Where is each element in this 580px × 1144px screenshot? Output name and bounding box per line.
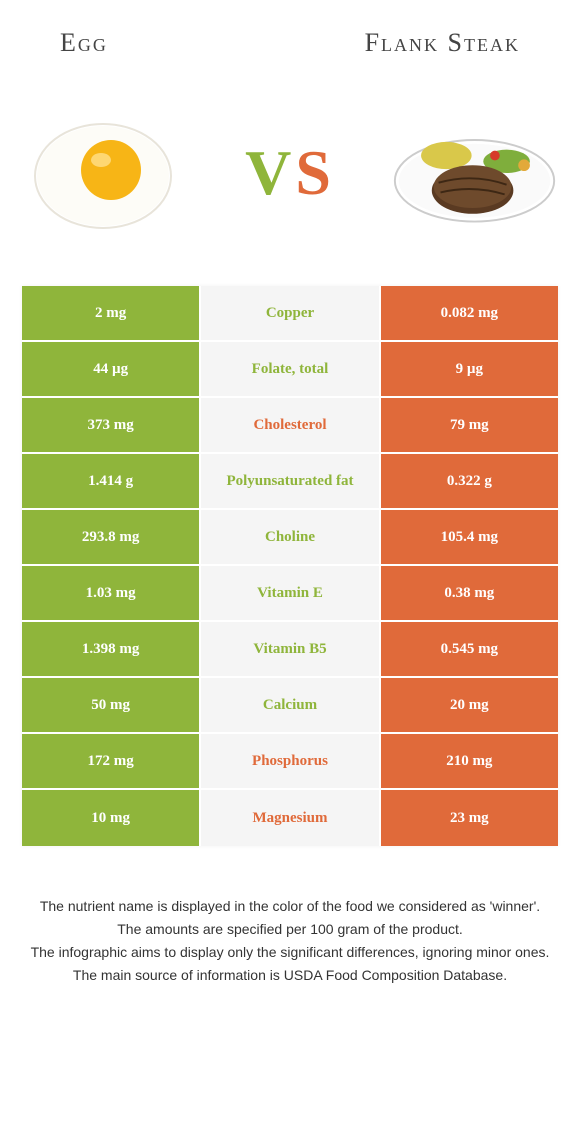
steak-icon <box>390 113 560 233</box>
vs-label: V S <box>245 136 335 210</box>
egg-image <box>20 108 190 238</box>
footnote-line: The nutrient name is displayed in the co… <box>30 896 550 917</box>
left-value: 1.398 mg <box>22 622 201 676</box>
table-row: 1.03 mgVitamin E0.38 mg <box>22 566 558 622</box>
vs-v-letter: V <box>245 136 295 210</box>
right-value: 0.545 mg <box>381 622 558 676</box>
nutrient-name: Vitamin E <box>201 566 380 620</box>
right-value: 20 mg <box>381 678 558 732</box>
images-row: V S <box>0 68 580 268</box>
right-value: 210 mg <box>381 734 558 788</box>
table-row: 50 mgCalcium20 mg <box>22 678 558 734</box>
right-value: 0.082 mg <box>381 286 558 340</box>
footnotes: The nutrient name is displayed in the co… <box>0 846 580 986</box>
left-value: 44 µg <box>22 342 201 396</box>
table-row: 1.414 gPolyunsaturated fat0.322 g <box>22 454 558 510</box>
right-value: 0.38 mg <box>381 566 558 620</box>
table-row: 2 mgCopper0.082 mg <box>22 286 558 342</box>
nutrient-name: Copper <box>201 286 380 340</box>
footnote-line: The main source of information is USDA F… <box>30 965 550 986</box>
right-food-title: Flank Steak <box>365 28 520 58</box>
table-row: 1.398 mgVitamin B50.545 mg <box>22 622 558 678</box>
left-value: 293.8 mg <box>22 510 201 564</box>
nutrient-name: Polyunsaturated fat <box>201 454 380 508</box>
left-value: 2 mg <box>22 286 201 340</box>
table-row: 172 mgPhosphorus210 mg <box>22 734 558 790</box>
left-food-title: Egg <box>60 28 108 58</box>
footnote-line: The amounts are specified per 100 gram o… <box>30 919 550 940</box>
table-row: 293.8 mgCholine105.4 mg <box>22 510 558 566</box>
left-value: 1.03 mg <box>22 566 201 620</box>
nutrient-name: Magnesium <box>201 790 380 846</box>
steak-image <box>390 108 560 238</box>
vs-s-letter: S <box>295 136 335 210</box>
nutrient-name: Cholesterol <box>201 398 380 452</box>
table-row: 44 µgFolate, total9 µg <box>22 342 558 398</box>
header-row: Egg Flank Steak <box>0 0 580 68</box>
right-value: 79 mg <box>381 398 558 452</box>
footnote-line: The infographic aims to display only the… <box>30 942 550 963</box>
right-value: 23 mg <box>381 790 558 846</box>
egg-icon <box>25 108 185 238</box>
nutrient-name: Phosphorus <box>201 734 380 788</box>
right-value: 105.4 mg <box>381 510 558 564</box>
nutrient-name: Choline <box>201 510 380 564</box>
left-value: 1.414 g <box>22 454 201 508</box>
nutrient-name: Folate, total <box>201 342 380 396</box>
right-value: 9 µg <box>381 342 558 396</box>
left-value: 10 mg <box>22 790 201 846</box>
table-row: 373 mgCholesterol79 mg <box>22 398 558 454</box>
nutrient-table: 2 mgCopper0.082 mg44 µgFolate, total9 µg… <box>22 286 558 846</box>
nutrient-name: Calcium <box>201 678 380 732</box>
nutrient-name: Vitamin B5 <box>201 622 380 676</box>
left-value: 50 mg <box>22 678 201 732</box>
right-value: 0.322 g <box>381 454 558 508</box>
left-value: 172 mg <box>22 734 201 788</box>
left-value: 373 mg <box>22 398 201 452</box>
table-row: 10 mgMagnesium23 mg <box>22 790 558 846</box>
